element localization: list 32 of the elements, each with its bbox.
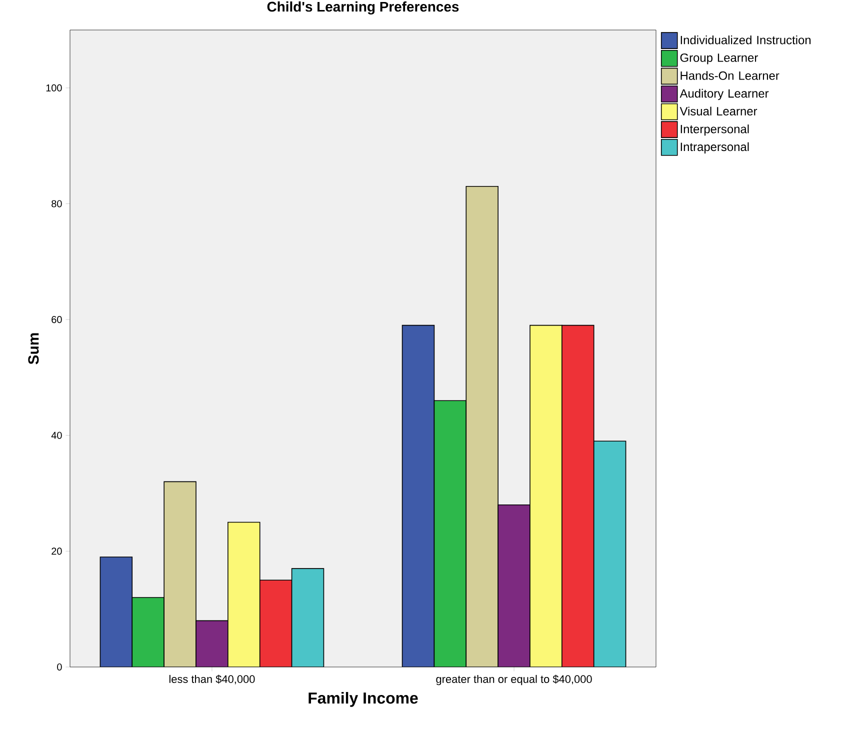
y-tick-label: 100 — [46, 84, 62, 92]
bar — [100, 556, 133, 667]
legend-label: Intrapersonal — [680, 142, 749, 154]
y-tick-label: 20 — [52, 548, 62, 555]
legend-label: Visual Learner — [680, 106, 758, 116]
legend-label: Hands-On Learner — [680, 71, 780, 80]
bar — [562, 324, 594, 667]
legend-label: Auditory Learner — [680, 88, 769, 100]
bar — [132, 597, 164, 667]
bar — [402, 324, 435, 667]
bar — [593, 440, 626, 667]
y-tick-label: 0 — [57, 663, 62, 671]
legend-label: Group Learner — [680, 53, 758, 64]
y-tick-label: 80 — [52, 200, 62, 208]
bar — [228, 522, 260, 667]
legend-label: Interpersonal — [680, 124, 749, 136]
bar — [466, 186, 498, 667]
bar — [259, 580, 292, 667]
y-axis-title: Sum — [28, 333, 39, 364]
x-tick-label: less than $40,000 — [169, 674, 255, 684]
x-tick-label: greater than or equal to $40,000 — [436, 674, 592, 686]
x-axis-title: Family Income — [308, 692, 418, 707]
bar — [530, 324, 562, 667]
bar — [291, 568, 324, 667]
chart-title: Child's Learning Preferences — [267, 1, 459, 14]
legend-label: Individualized Instruction — [680, 36, 811, 44]
y-tick-label: 60 — [52, 316, 62, 324]
bar — [434, 400, 467, 667]
bar — [498, 504, 530, 667]
y-tick-label: 40 — [51, 432, 62, 439]
bar — [164, 481, 196, 667]
bar — [196, 620, 228, 667]
